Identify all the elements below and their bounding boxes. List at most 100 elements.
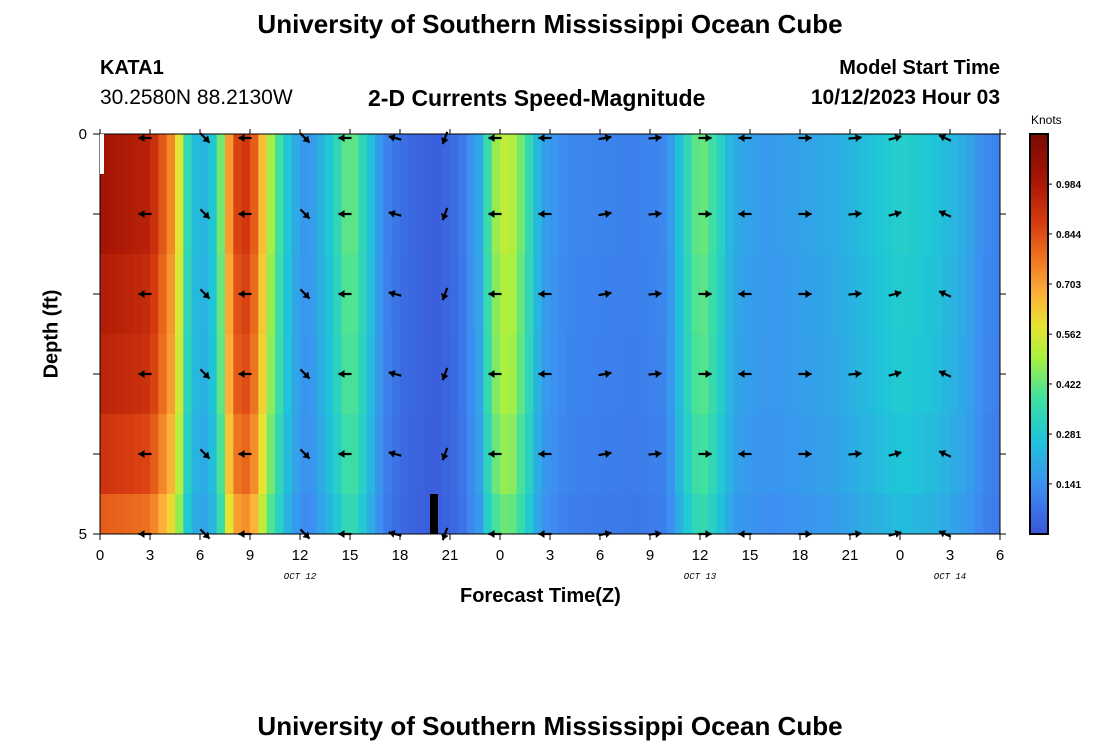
- heatmap-cell: [291, 254, 301, 335]
- heatmap-cell: [583, 134, 593, 175]
- velocity-vector: [738, 210, 752, 218]
- heatmap-cell: [950, 134, 959, 175]
- heatmap-cell: [375, 334, 384, 415]
- heatmap-cell: [908, 174, 918, 255]
- heatmap-cell: [558, 494, 568, 534]
- x-tick-label: 6: [196, 547, 204, 564]
- heatmap-cell: [291, 494, 301, 534]
- heatmap-cell: [408, 334, 418, 415]
- velocity-vector: [441, 367, 449, 381]
- heatmap-cell: [650, 494, 659, 534]
- heatmap-cell: [666, 254, 676, 335]
- x-axis-label: Forecast Time(Z): [460, 585, 621, 607]
- heatmap-cell: [641, 134, 651, 175]
- heatmap-cell: [833, 414, 843, 495]
- vector-head: [939, 210, 947, 218]
- heatmap-cell: [658, 254, 668, 335]
- heatmap-cell: [408, 134, 418, 175]
- heatmap-cell: [866, 334, 876, 415]
- heatmap-cell: [600, 134, 609, 175]
- velocity-vector: [199, 448, 211, 460]
- heatmap-cell: [166, 174, 176, 255]
- vector-head: [538, 210, 545, 218]
- heatmap-cell: [500, 254, 509, 335]
- heatmap-cell: [733, 414, 743, 495]
- heatmap-cell: [108, 254, 118, 335]
- velocity-vector: [441, 287, 449, 301]
- heatmap-cell: [766, 334, 776, 415]
- heatmap-cell: [183, 334, 193, 415]
- heatmap-cell: [491, 494, 501, 534]
- heatmap-cell: [641, 334, 651, 415]
- heatmap-cell: [158, 134, 168, 175]
- heatmap-cell: [725, 134, 734, 175]
- heatmap-cell: [116, 254, 126, 335]
- heatmap-cell: [541, 134, 551, 175]
- velocity-vector: [199, 208, 211, 220]
- heatmap-cell: [766, 174, 776, 255]
- heatmap-cell: [991, 494, 1000, 534]
- heatmap-cell: [316, 254, 326, 335]
- heatmap-cell: [633, 494, 643, 534]
- heatmap-cell: [800, 134, 809, 175]
- heatmap-cell: [825, 334, 834, 415]
- heatmap-cell: [183, 134, 193, 175]
- heatmap-cell: [958, 254, 968, 335]
- colorbar-tick-label: 0.703: [1056, 280, 1081, 291]
- heatmap-cell: [191, 414, 201, 495]
- velocity-vector: [388, 290, 402, 298]
- heatmap-cell: [900, 174, 909, 255]
- heatmap-cell: [941, 494, 951, 534]
- vector-head: [604, 209, 612, 218]
- heatmap-cell: [950, 334, 959, 415]
- heatmap-cell: [408, 254, 418, 335]
- heatmap-cell: [558, 174, 568, 255]
- colorbar-units-label: Knots: [1031, 113, 1062, 127]
- x-tick-label: 0: [96, 547, 104, 564]
- heatmap-cell: [925, 494, 934, 534]
- heatmap-cell: [466, 254, 476, 335]
- heatmap-cell: [983, 254, 993, 335]
- heatmap-cell: [516, 254, 526, 335]
- model-start-time: 10/12/2023 Hour 03: [810, 86, 1000, 109]
- heatmap-cell: [883, 414, 893, 495]
- heatmap-cell: [716, 174, 726, 255]
- heatmap-cell: [966, 254, 976, 335]
- x-tick-label: 9: [246, 547, 254, 564]
- vector-head: [939, 134, 947, 142]
- heatmap-cell: [775, 334, 784, 415]
- velocity-vector: [488, 450, 502, 458]
- heatmap-cell: [433, 134, 443, 175]
- station-coords: 30.2580N 88.2130W: [100, 86, 293, 109]
- heatmap-cell: [608, 254, 618, 335]
- velocity-vector: [488, 134, 502, 142]
- velocity-vector: [848, 289, 862, 298]
- heatmap-cell: [283, 134, 293, 175]
- heatmap-cell: [458, 174, 468, 255]
- x-tick-label: 21: [442, 547, 459, 564]
- vector-head: [738, 290, 745, 298]
- heatmap-cell: [816, 414, 826, 495]
- vector-head: [855, 449, 862, 458]
- heatmap-cell: [458, 134, 468, 175]
- heatmap-cell: [166, 254, 176, 335]
- heatmap-cell: [683, 174, 693, 255]
- vector-head: [138, 210, 145, 218]
- heatmap-cell: [183, 174, 193, 255]
- heatmap-cell: [733, 334, 743, 415]
- heatmap-cell: [558, 134, 568, 175]
- heatmap-cell: [183, 254, 193, 335]
- heatmap-cell: [675, 494, 684, 534]
- heatmap-cell: [108, 174, 118, 255]
- heatmap-cell: [158, 494, 168, 534]
- velocity-vector: [138, 450, 152, 458]
- heatmap-cell: [308, 414, 318, 495]
- velocity-vector: [138, 370, 152, 378]
- x-tick-label: 15: [742, 547, 759, 564]
- heatmap-cell: [400, 254, 409, 335]
- heatmap-cell: [591, 414, 601, 495]
- heatmap-cell: [841, 414, 851, 495]
- heatmap-cell: [958, 494, 968, 534]
- heatmap-cell: [550, 334, 559, 415]
- heatmap-cell: [533, 134, 543, 175]
